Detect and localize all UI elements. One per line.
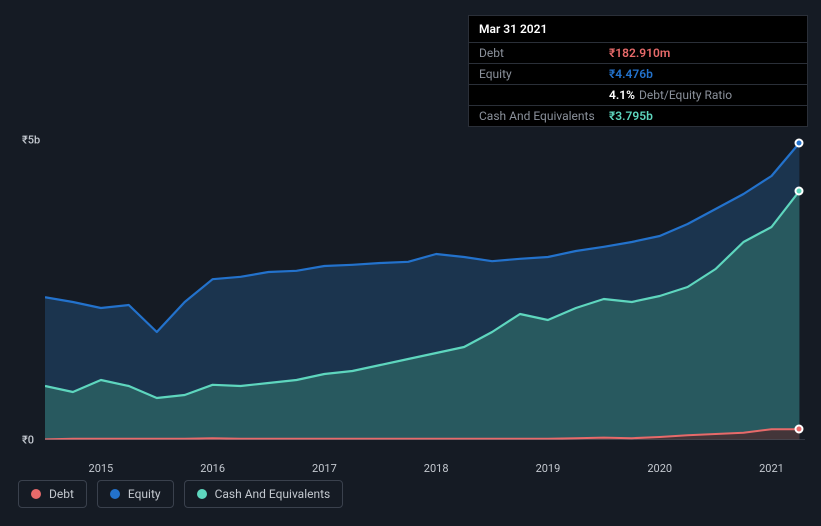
chart-legend: Debt Equity Cash And Equivalents bbox=[18, 480, 343, 508]
tooltip-row: Debt₹182.910m bbox=[469, 42, 807, 63]
legend-label: Debt bbox=[49, 487, 74, 501]
y-axis-tick: ₹5b bbox=[22, 134, 40, 147]
y-axis-tick: ₹0 bbox=[22, 434, 34, 447]
x-axis-tick: 2020 bbox=[647, 462, 672, 475]
tooltip-label: Equity bbox=[479, 67, 609, 81]
legend-label: Equity bbox=[128, 487, 161, 501]
x-axis-tick: 2018 bbox=[424, 462, 449, 475]
series-end-marker bbox=[795, 425, 804, 434]
x-axis-tick: 2016 bbox=[200, 462, 225, 475]
legend-label: Cash And Equivalents bbox=[215, 487, 331, 501]
tooltip-label: Debt bbox=[479, 46, 609, 60]
legend-dot-icon bbox=[31, 489, 41, 499]
x-axis-tick: 2021 bbox=[759, 462, 784, 475]
legend-dot-icon bbox=[197, 489, 207, 499]
legend-dot-icon bbox=[110, 489, 120, 499]
x-axis-tick: 2019 bbox=[536, 462, 561, 475]
x-axis-tick: 2015 bbox=[89, 462, 114, 475]
tooltip-date: Mar 31 2021 bbox=[469, 16, 807, 42]
series-end-marker bbox=[795, 187, 804, 196]
tooltip-row: Equity₹4.476b bbox=[469, 63, 807, 84]
tooltip-value: ₹3.795b bbox=[609, 109, 653, 123]
legend-item[interactable]: Cash And Equivalents bbox=[184, 480, 344, 508]
legend-item[interactable]: Equity bbox=[97, 480, 174, 508]
tooltip-value: ₹182.910m bbox=[609, 46, 670, 60]
x-axis-tick: 2017 bbox=[312, 462, 337, 475]
tooltip-row: 4.1% Debt/Equity Ratio bbox=[469, 84, 807, 105]
financial-chart bbox=[45, 140, 805, 440]
chart-tooltip: Mar 31 2021 Debt₹182.910mEquity₹4.476b4.… bbox=[468, 15, 808, 127]
tooltip-label: Cash And Equivalents bbox=[479, 109, 609, 123]
tooltip-row: Cash And Equivalents₹3.795b bbox=[469, 105, 807, 126]
tooltip-value: ₹4.476b bbox=[609, 67, 653, 81]
tooltip-ratio-text: Debt/Equity Ratio bbox=[639, 88, 732, 102]
tooltip-ratio-pct: 4.1% bbox=[609, 88, 635, 102]
series-end-marker bbox=[795, 139, 804, 148]
legend-item[interactable]: Debt bbox=[18, 480, 87, 508]
tooltip-label bbox=[479, 88, 609, 102]
